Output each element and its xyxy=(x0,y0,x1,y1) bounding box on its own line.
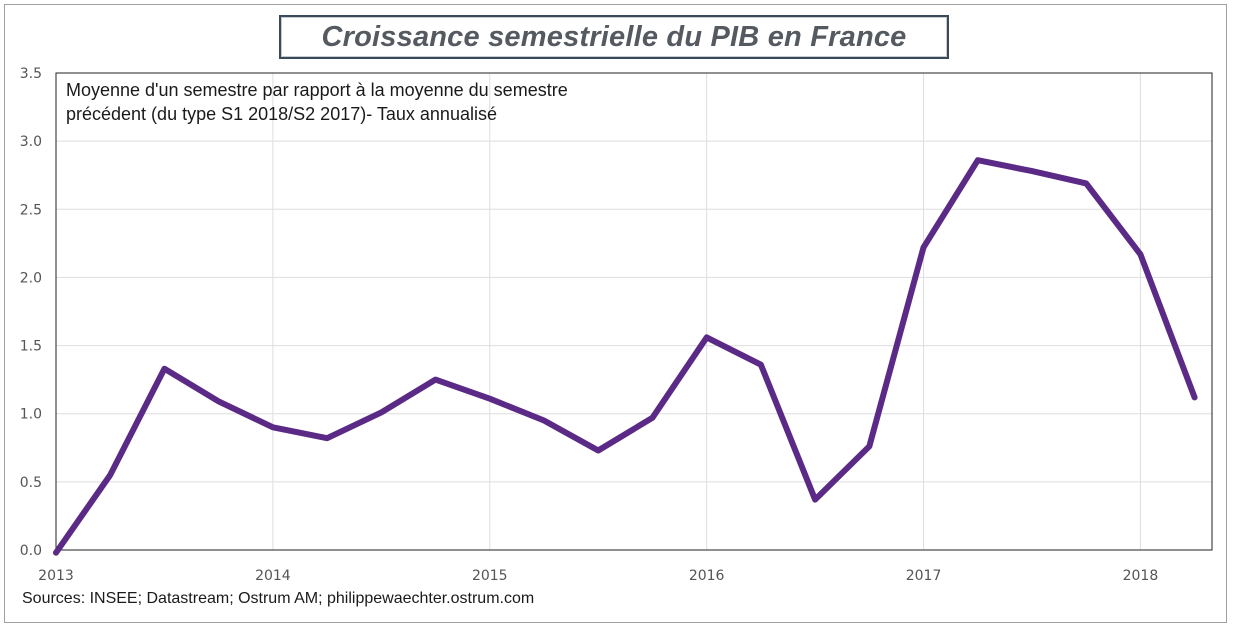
x-axis-tick-labels: 2013 2014 2015 2016 2017 2018 xyxy=(38,568,1158,584)
y-axis-tick-labels: 0.0 0.5 1.0 1.5 2.0 2.5 3.0 3.5 xyxy=(20,66,42,559)
chart-title-box: Croissance semestrielle du PIB en France xyxy=(279,15,949,59)
chart-subtitle: Moyenne d'un semestre par rapport à la m… xyxy=(66,78,568,126)
chart-title: Croissance semestrielle du PIB en France xyxy=(321,20,907,53)
chart-subtitle-line-2: précédent (du type S1 2018/S2 2017)- Tau… xyxy=(66,104,497,124)
x-tick-label: 2017 xyxy=(906,568,942,584)
y-tick-label: 2.0 xyxy=(20,270,42,286)
y-tick-label: 1.0 xyxy=(20,407,42,423)
y-tick-label: 1.5 xyxy=(20,339,42,355)
grid-lines xyxy=(56,73,1212,550)
x-tick-label: 2016 xyxy=(689,568,725,584)
y-tick-label: 0.0 xyxy=(20,543,42,559)
y-tick-label: 3.0 xyxy=(20,134,42,150)
x-tick-label: 2018 xyxy=(1123,568,1159,584)
x-tick-label: 2013 xyxy=(38,568,74,584)
y-tick-label: 3.5 xyxy=(20,66,42,82)
series-layer xyxy=(53,157,1198,556)
x-tick-label: 2015 xyxy=(472,568,508,584)
x-tick-label: 2014 xyxy=(255,568,291,584)
chart-frame xyxy=(4,4,1227,623)
y-tick-label: 2.5 xyxy=(20,202,42,218)
chart-subtitle-line-1: Moyenne d'un semestre par rapport à la m… xyxy=(66,80,568,100)
y-tick-label: 0.5 xyxy=(20,475,42,491)
plot-area-border xyxy=(55,72,1213,551)
chart-source-note: Sources: INSEE; Datastream; Ostrum AM; p… xyxy=(22,590,535,607)
series-line xyxy=(53,157,1198,556)
